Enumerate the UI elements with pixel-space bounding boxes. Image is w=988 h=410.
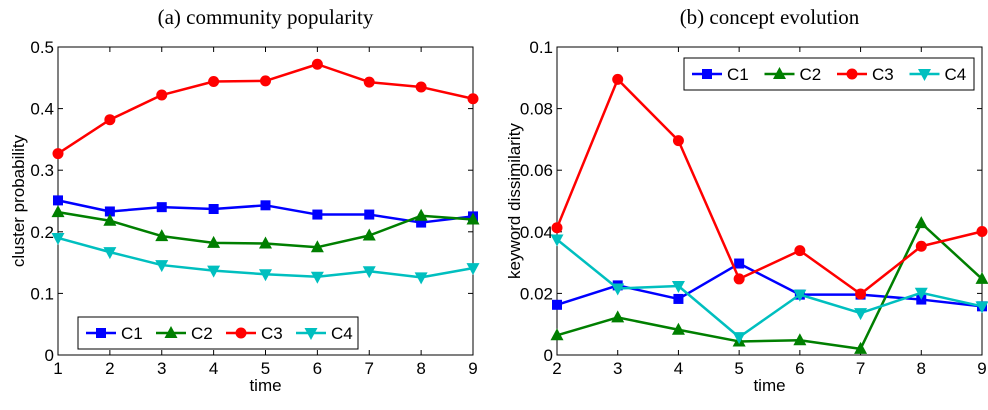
y-tick-label: 0.04 <box>520 223 553 242</box>
x-tick-label: 6 <box>795 359 804 378</box>
x-tick-label: 5 <box>734 359 743 378</box>
data-point-c1 <box>157 202 167 212</box>
legend: C1 C2 C3 C4 <box>684 58 974 90</box>
chart-panel-2: (b) concept evolution 2 3 4 5 6 7 8 9 0 0.02 0.04 0.… <box>505 5 988 395</box>
data-point-c3 <box>260 75 271 86</box>
y-tick-label: 0.3 <box>30 161 54 180</box>
data-point-c3 <box>364 77 375 88</box>
x-tick-label: 4 <box>209 359 218 378</box>
data-point-c2 <box>915 216 928 228</box>
data-point-c4 <box>854 308 867 320</box>
legend-marker <box>96 328 106 338</box>
y-tick-label: 0.08 <box>520 100 553 119</box>
data-point-c1 <box>209 204 219 214</box>
data-point-c3 <box>734 273 745 284</box>
data-point-c3 <box>468 93 479 104</box>
x-tick-label: 8 <box>416 359 425 378</box>
legend-marker <box>236 328 247 339</box>
y-tick-label: 0.06 <box>520 161 553 180</box>
x-tick-label: 2 <box>552 359 561 378</box>
y-tick-label: 0.1 <box>529 38 553 57</box>
plot-frame <box>557 47 982 355</box>
legend-label: C3 <box>872 65 894 84</box>
series-c3 <box>53 59 479 159</box>
data-point-c3 <box>916 241 927 252</box>
series-line-c3 <box>557 79 982 294</box>
x-tick-label: 3 <box>613 359 622 378</box>
data-point-c3 <box>612 74 623 85</box>
x-tick-label: 7 <box>856 359 865 378</box>
data-point-c3 <box>977 226 988 237</box>
legend-label: C3 <box>261 324 283 343</box>
data-point-c4 <box>415 272 428 284</box>
y-tick-label: 0 <box>544 346 553 365</box>
legend: C1 C2 C3 C4 <box>78 317 358 349</box>
legend-marker <box>702 69 712 79</box>
data-point-c3 <box>855 289 866 300</box>
x-tick-label: 7 <box>365 359 374 378</box>
data-point-c2 <box>611 310 624 322</box>
data-point-c1 <box>312 210 322 220</box>
data-point-c3 <box>208 76 219 87</box>
x-tick-label: 6 <box>313 359 322 378</box>
y-axis-label: cluster probability <box>9 134 28 267</box>
data-point-c3 <box>104 114 115 125</box>
data-point-c1 <box>261 200 271 210</box>
legend-label: C4 <box>945 65 967 84</box>
x-tick-label: 8 <box>917 359 926 378</box>
data-point-c2 <box>415 209 428 221</box>
y-axis-label: keyword dissimilarity <box>505 123 524 279</box>
legend-label: C1 <box>121 324 143 343</box>
data-point-c1 <box>53 195 63 205</box>
data-point-c3 <box>794 245 805 256</box>
x-tick-label: 3 <box>157 359 166 378</box>
data-point-c3 <box>156 90 167 101</box>
series-c3 <box>552 74 988 300</box>
legend-marker <box>847 69 858 80</box>
y-tick-label: 0.1 <box>30 284 54 303</box>
y-tick-label: 0.2 <box>30 223 54 242</box>
data-point-c2 <box>52 205 65 217</box>
x-axis-label: time <box>753 376 785 395</box>
data-point-c1 <box>673 294 683 304</box>
data-point-c3 <box>416 82 427 93</box>
x-tick-label: 9 <box>977 359 986 378</box>
data-point-c1 <box>552 300 562 310</box>
legend-label: C2 <box>191 324 213 343</box>
legend-label: C1 <box>727 65 749 84</box>
chart-title: (a) community popularity <box>158 5 374 29</box>
x-tick-label: 1 <box>53 359 62 378</box>
data-point-c3 <box>53 148 64 159</box>
legend-label: C4 <box>331 324 353 343</box>
data-point-c1 <box>364 210 374 220</box>
data-point-c1 <box>734 259 744 269</box>
y-tick-label: 0 <box>45 346 54 365</box>
x-tick-label: 4 <box>674 359 683 378</box>
x-axis-label: time <box>249 376 281 395</box>
y-tick-label: 0.02 <box>520 284 553 303</box>
data-point-c3 <box>552 222 563 233</box>
legend-label: C2 <box>800 65 822 84</box>
x-tick-label: 2 <box>105 359 114 378</box>
chart-title: (b) concept evolution <box>680 5 860 29</box>
x-tick-label: 9 <box>468 359 477 378</box>
data-point-c3 <box>673 135 684 146</box>
y-tick-label: 0.5 <box>30 38 54 57</box>
y-tick-label: 0.4 <box>30 100 54 119</box>
data-point-c3 <box>312 59 323 70</box>
